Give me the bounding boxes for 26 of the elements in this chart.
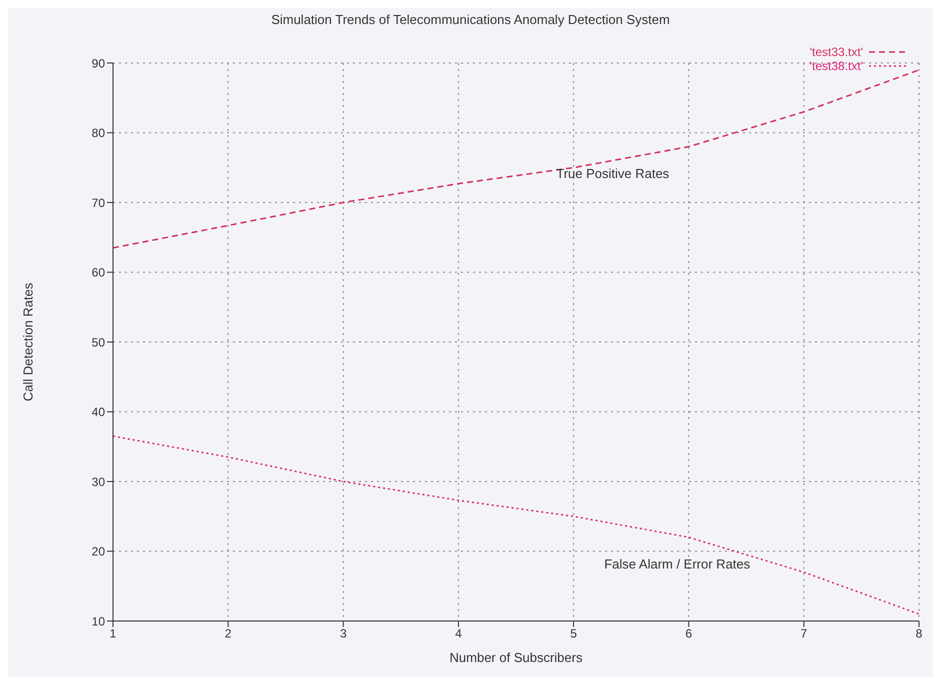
chart-title: Simulation Trends of Telecommunications Anomaly Detection System <box>270 11 671 27</box>
legend-label: 'test38.txt' <box>810 59 863 73</box>
y-tick-label: 20 <box>92 544 106 559</box>
y-tick-label: 60 <box>92 266 106 280</box>
line-series <box>113 435 919 615</box>
x-tick-label: 1 <box>110 626 117 641</box>
x-tick-label: 5 <box>570 626 578 641</box>
x-tick-label: 2 <box>224 626 232 641</box>
annotation: True Positive Rates <box>556 166 670 182</box>
x-tick-label: 7 <box>800 626 808 641</box>
line-series <box>113 69 919 249</box>
legend-label: 'test33.txt' <box>810 45 863 59</box>
x-tick-label: 6 <box>685 626 692 641</box>
y-tick-label: 10 <box>92 614 106 628</box>
x-tick-label: 3 <box>340 626 347 641</box>
y-tick-label: 70 <box>92 196 106 210</box>
x-axis-title: Number of Subscribers <box>450 650 583 666</box>
y-tick-label: 90 <box>92 56 106 70</box>
y-tick-label: 30 <box>92 474 106 489</box>
y-axis-title: Call Detection Rates <box>20 282 36 402</box>
y-tick-label: 80 <box>92 126 106 140</box>
x-tick-label: 8 <box>916 626 923 641</box>
y-tick-label: 40 <box>92 405 106 420</box>
x-tick-label: 4 <box>455 626 462 641</box>
y-tick-label: 50 <box>92 335 106 350</box>
annotation: False Alarm / Error Rates <box>604 556 751 572</box>
